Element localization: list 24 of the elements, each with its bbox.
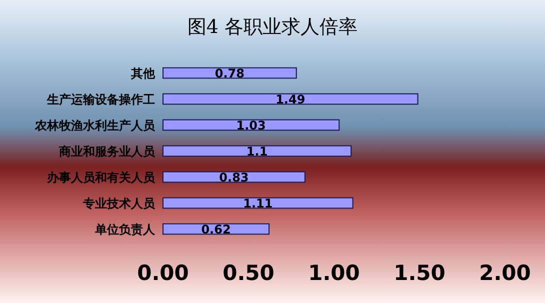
y-tick-label: 农林牧渔水利生产人员 — [34, 118, 156, 132]
bar — [162, 119, 340, 131]
data-label: 0.83 — [219, 170, 249, 184]
y-tick-label: 生产运输设备操作工 — [46, 92, 155, 106]
data-label: 1.49 — [276, 92, 306, 106]
bar — [162, 93, 418, 105]
y-tick-label: 单位负责人 — [94, 222, 156, 236]
x-tick-label: 1.50 — [394, 261, 446, 285]
y-tick-label: 办事人员和有关人员 — [46, 170, 156, 184]
data-label: 0.62 — [201, 222, 231, 236]
data-label: 0.78 — [214, 66, 244, 80]
x-tick-label: 2.00 — [479, 261, 531, 285]
data-label: 1.1 — [246, 144, 268, 158]
bar — [162, 145, 352, 157]
y-tick-label: 商业和服务业人员 — [58, 144, 156, 158]
x-tick-label: 1.00 — [308, 261, 360, 285]
x-tick-label: 0.50 — [222, 261, 274, 285]
data-label: 1.03 — [236, 118, 266, 132]
y-tick-label: 其他 — [130, 66, 156, 80]
x-tick-label: 0.00 — [137, 261, 189, 285]
bar — [162, 197, 354, 209]
y-tick-label: 专业技术人员 — [82, 196, 156, 210]
data-label: 1.11 — [243, 196, 273, 210]
chart-title: 图4 各职业求人倍率 — [187, 16, 358, 38]
